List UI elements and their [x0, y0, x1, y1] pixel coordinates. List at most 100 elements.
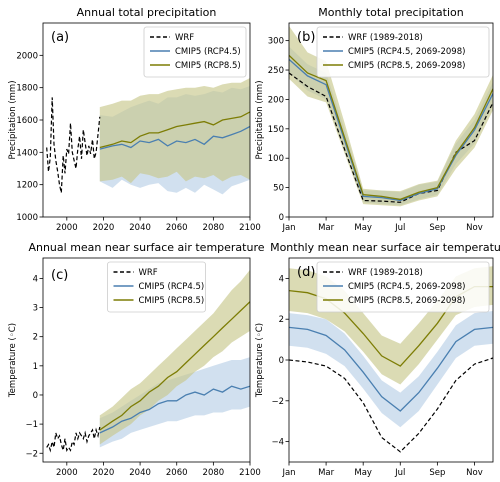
- series-line-1: [289, 58, 493, 202]
- x-tick-label: Jul: [394, 468, 405, 478]
- x-tick-label: Jan: [281, 223, 295, 233]
- y-axis-label: Temperature (◦C): [255, 323, 265, 398]
- y-tick-label: 4: [33, 274, 38, 284]
- panel-b: Jan Mar May Jul Sep Nov 0 50 100 150 200 250 300 Mont…: [255, 6, 494, 233]
- x-tick-label: Jul: [394, 223, 405, 233]
- x-tick-label: 2020: [93, 468, 115, 478]
- legend-box: [316, 26, 490, 78]
- legend-entry-2: CMIP5 (RCP8.5): [175, 61, 241, 71]
- legend-entry-0: WRF: [175, 33, 194, 43]
- plot-area: [289, 25, 493, 207]
- legend-entry-0: WRF (1989-2018): [348, 33, 423, 43]
- y-axis-label: Precipitation (mm): [8, 80, 18, 159]
- legend-entry-0: WRF (1989-2018): [348, 268, 423, 278]
- legend-entry-1: CMIP5 (RCP4.5): [139, 282, 205, 292]
- x-tick-label: 2040: [129, 468, 151, 478]
- y-tick-label: 1: [33, 362, 38, 372]
- plot-area: [46, 78, 250, 195]
- series-line-2: [289, 54, 493, 201]
- y-tick-label: −4: [271, 438, 284, 448]
- panel-label: (c): [51, 268, 68, 283]
- series-line-0: [46, 97, 101, 193]
- y-axis-label: Temperature (◦C): [8, 323, 18, 398]
- y-tick-label: 1200: [16, 181, 38, 191]
- x-tick-label: Nov: [466, 468, 483, 478]
- panel-title: Annual total precipitation: [77, 6, 217, 19]
- legend-entry-2: CMIP5 (RCP8.5, 2069-2098): [348, 61, 465, 71]
- panel-c: 2000 2020 2040 2060 2080 2100 −2 −1 0 1 2 3 4 Annual …: [8, 241, 265, 478]
- y-tick-label: 2: [33, 333, 38, 343]
- y-tick-label: 1400: [16, 148, 38, 158]
- panel-label: (b): [297, 30, 315, 45]
- y-tick-label: 300: [268, 37, 284, 47]
- panel-title: Monthly total precipitation: [318, 6, 464, 19]
- x-tick-label: Sep: [429, 223, 445, 233]
- y-tick-label: 3: [33, 304, 38, 314]
- series-line-2: [99, 111, 250, 149]
- y-tick-label: 2000: [16, 51, 38, 61]
- legend-entry-1: CMIP5 (RCP4.5, 2069-2098): [348, 47, 465, 57]
- x-tick-label: 2000: [56, 468, 78, 478]
- legend: WRF CMIP5 (RCP4.5) CMIP5 (RCP8.5): [143, 26, 247, 78]
- y-tick-label: 0: [33, 391, 38, 401]
- series-line-0: [289, 357, 493, 453]
- panel-title: Monthly mean near surface air temperatur…: [270, 241, 500, 254]
- y-tick-label: 100: [268, 154, 284, 164]
- y-tick-label: 2: [279, 315, 284, 325]
- y-tick-label: 250: [268, 66, 284, 76]
- panel-label: (a): [51, 30, 69, 45]
- series-line-1: [99, 125, 250, 150]
- x-tick-label: 2060: [166, 468, 188, 478]
- x-tick-label: 2000: [56, 223, 78, 233]
- y-tick-label: 50: [273, 184, 284, 194]
- series-line-1: [289, 326, 493, 412]
- axes-frame: [42, 257, 251, 463]
- legend-box: [316, 261, 490, 313]
- panel-a: 2000 2020 2040 2060 2080 2100 1000 1200 1400 1600…: [8, 6, 261, 233]
- panel-title: Annual mean near surface air temperature: [28, 241, 264, 254]
- legend: WRF CMIP5 (RCP4.5) CMIP5 (RCP8.5): [107, 261, 206, 313]
- y-tick-label: 4: [279, 274, 284, 284]
- y-tick-label: 1600: [16, 116, 38, 126]
- panel-label: (d): [297, 265, 315, 280]
- legend-entry-1: CMIP5 (RCP4.5, 2069-2098): [348, 282, 465, 292]
- legend-entry-2: CMIP5 (RCP8.5): [139, 296, 205, 306]
- x-tick-label: Sep: [429, 468, 445, 478]
- x-tick-label: 2040: [129, 223, 151, 233]
- y-tick-label: −2: [25, 449, 38, 459]
- y-tick-label: 0: [279, 356, 284, 366]
- axes-frame: [288, 22, 494, 218]
- legend-entry-0: WRF: [139, 268, 158, 278]
- panel-d: Jan Mar May Jul Sep Nov −4 −2 0 2 4 Monthly mean ne…: [255, 241, 500, 478]
- band-1: [289, 311, 493, 428]
- y-tick-label: 1000: [16, 213, 38, 223]
- x-tick-label: 2080: [203, 468, 225, 478]
- x-tick-label: May: [354, 223, 372, 233]
- x-tick-label: Mar: [318, 468, 335, 478]
- x-tick-label: 2100: [239, 223, 261, 233]
- x-tick-label: 2080: [203, 223, 225, 233]
- y-tick-label: 150: [268, 125, 284, 135]
- series-line-2: [99, 301, 250, 431]
- series-line-1: [99, 385, 250, 434]
- x-tick-label: Jan: [281, 468, 295, 478]
- legend: WRF (1989-2018) CMIP5 (RCP4.5, 2069-2098)…: [316, 261, 490, 313]
- x-tick-label: 2100: [239, 468, 261, 478]
- y-tick-label: −2: [271, 397, 284, 407]
- band-2: [99, 78, 250, 184]
- plot-area: [46, 269, 250, 453]
- x-tick-label: 2020: [93, 223, 115, 233]
- legend-entry-1: CMIP5 (RCP4.5): [175, 47, 241, 57]
- legend: WRF (1989-2018) CMIP5 (RCP4.5, 2069-2098)…: [316, 26, 490, 78]
- y-tick-label: 200: [268, 95, 284, 105]
- y-axis-label: Precipitation (mm): [255, 80, 265, 159]
- legend-entry-2: CMIP5 (RCP8.5, 2069-2098): [348, 296, 465, 306]
- band-2: [99, 269, 250, 445]
- series-line-0: [289, 72, 493, 203]
- band-1: [99, 357, 250, 448]
- y-tick-label: −1: [25, 420, 38, 430]
- series-line-0: [46, 426, 101, 453]
- x-tick-label: May: [354, 468, 372, 478]
- x-tick-label: Mar: [318, 223, 335, 233]
- y-tick-label: 1800: [16, 84, 38, 94]
